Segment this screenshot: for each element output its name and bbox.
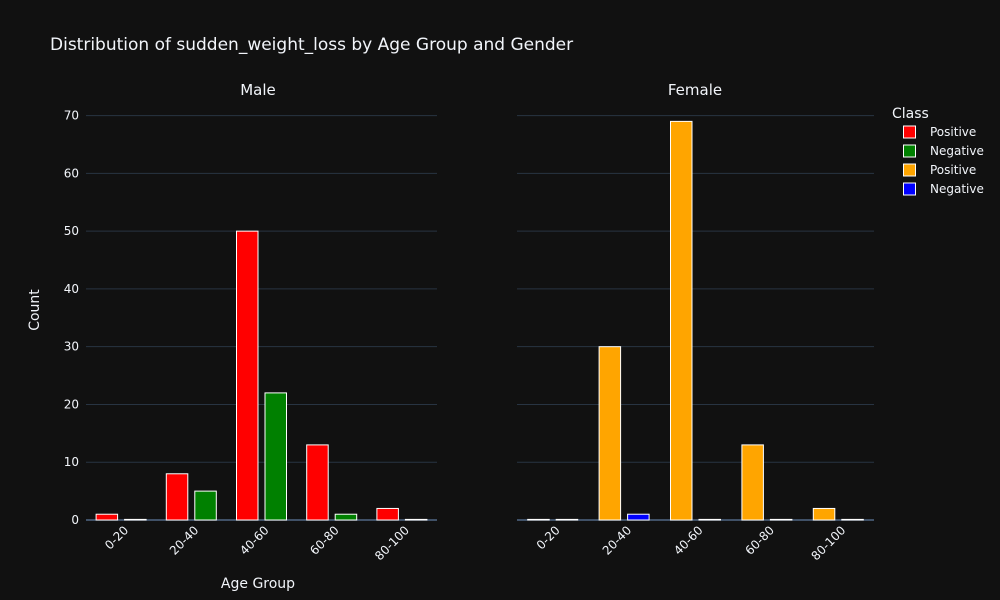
bar-female-positive-0-20[interactable] bbox=[527, 518, 550, 521]
bar-female-negative-60-80[interactable] bbox=[769, 518, 793, 521]
legend[interactable]: Class Positive Negative Positive Negative bbox=[892, 106, 984, 196]
bar-female-positive-80-100[interactable] bbox=[812, 507, 836, 521]
legend-item-negative-1[interactable]: Negative bbox=[903, 144, 984, 158]
y-tick-label: 40 bbox=[64, 282, 79, 296]
panel-female: Female 0-20 20-40 40-60 60-80 80-100 bbox=[517, 81, 874, 563]
x-tick-label: 60-80 bbox=[742, 523, 777, 558]
x-tick-label: 0-20 bbox=[102, 523, 131, 552]
bar-male-positive-0-20[interactable] bbox=[95, 513, 119, 521]
bar-male-positive-60-80[interactable] bbox=[306, 444, 329, 521]
bar-male-positive-20-40[interactable] bbox=[165, 473, 189, 521]
legend-label: Positive bbox=[930, 163, 976, 177]
panel-subtitle: Male bbox=[240, 81, 276, 99]
bar-male-negative-40-60[interactable] bbox=[264, 392, 287, 521]
legend-swatch bbox=[903, 125, 916, 139]
bar-female-positive-40-60[interactable] bbox=[670, 120, 693, 521]
bar-male-positive-80-100[interactable] bbox=[376, 507, 399, 521]
chart-title: Distribution of sudden_weight_loss by Ag… bbox=[50, 35, 573, 55]
legend-label: Negative bbox=[930, 144, 984, 158]
x-tick-label: 0-20 bbox=[534, 523, 563, 552]
y-tick-label: 50 bbox=[64, 224, 79, 238]
legend-item-positive-2[interactable]: Positive bbox=[903, 163, 977, 177]
legend-title: Class bbox=[892, 106, 929, 122]
bar-female-negative-80-100[interactable] bbox=[841, 518, 864, 521]
legend-label: Positive bbox=[930, 125, 976, 139]
bar-male-negative-80-100[interactable] bbox=[404, 518, 428, 521]
y-tick-label: 60 bbox=[64, 166, 79, 180]
legend-swatch bbox=[903, 144, 916, 158]
x-tick-label: 80-100 bbox=[808, 523, 848, 563]
legend-label: Negative bbox=[930, 182, 984, 196]
panel-male: 0 10 20 30 40 50 60 70 Male 0-20 20-40 40-60 60-80 80… bbox=[64, 81, 437, 563]
panel-subtitle: Female bbox=[668, 81, 722, 99]
bar-male-negative-20-40[interactable] bbox=[194, 490, 217, 521]
legend-swatch bbox=[903, 182, 916, 196]
bar-male-negative-60-80[interactable] bbox=[334, 513, 358, 521]
x-tick-label: 80-100 bbox=[372, 523, 412, 563]
bar-female-negative-20-40[interactable] bbox=[627, 513, 650, 521]
bar-female-negative-0-20[interactable] bbox=[555, 518, 579, 521]
y-tick-label: 70 bbox=[64, 109, 79, 123]
x-tick-label: 40-60 bbox=[237, 523, 272, 558]
y-tick-label: 10 bbox=[64, 455, 79, 469]
legend-swatch bbox=[903, 163, 916, 177]
x-axis-title: Age Group bbox=[221, 576, 295, 592]
y-tick-label: 30 bbox=[64, 340, 79, 354]
bar-female-positive-20-40[interactable] bbox=[598, 346, 622, 521]
x-tick-label: 20-40 bbox=[600, 523, 635, 558]
legend-item-negative-3[interactable]: Negative bbox=[903, 182, 984, 196]
legend-item-positive-0[interactable]: Positive bbox=[903, 125, 977, 139]
bar-male-positive-40-60[interactable] bbox=[236, 230, 259, 521]
x-tick-label: 60-80 bbox=[307, 523, 342, 558]
bar-male-negative-0-20[interactable] bbox=[124, 518, 147, 521]
bar-female-positive-60-80[interactable] bbox=[741, 444, 764, 521]
x-tick-label: 20-40 bbox=[167, 523, 202, 558]
y-axis-title: Count bbox=[27, 289, 43, 331]
y-tick-label: 20 bbox=[64, 397, 79, 411]
panels: 0 10 20 30 40 50 60 70 Male 0-20 20-40 40-60 60-80 80… bbox=[64, 81, 874, 563]
bar-female-negative-40-60[interactable] bbox=[698, 518, 721, 521]
y-tick-label: 0 bbox=[71, 513, 79, 527]
x-tick-label: 40-60 bbox=[671, 523, 706, 558]
